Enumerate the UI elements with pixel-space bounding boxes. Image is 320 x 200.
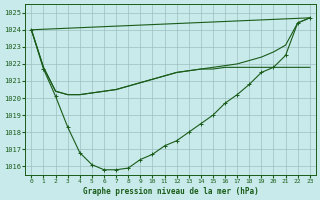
X-axis label: Graphe pression niveau de la mer (hPa): Graphe pression niveau de la mer (hPa) [83, 187, 259, 196]
